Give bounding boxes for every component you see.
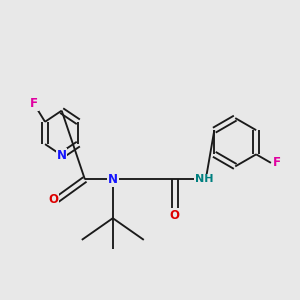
Text: N: N xyxy=(108,173,118,186)
Text: F: F xyxy=(30,97,38,110)
Text: O: O xyxy=(170,208,180,222)
Text: NH: NH xyxy=(195,174,214,184)
Text: F: F xyxy=(272,156,281,170)
Text: N: N xyxy=(57,149,67,162)
Text: O: O xyxy=(48,193,58,206)
